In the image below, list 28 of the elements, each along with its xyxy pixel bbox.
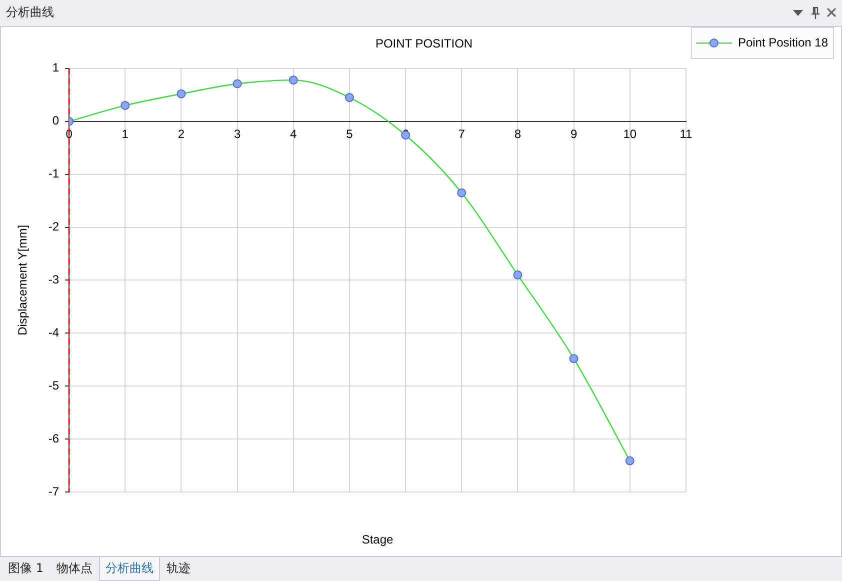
y-tick-label: -7 [48,484,60,498]
legend-label: Point Position 18 [738,35,828,50]
text: 分析曲线 [99,557,160,581]
y-tick-label: -4 [48,325,60,340]
text: 分析曲线 [6,5,54,20]
y-tick-label: -5 [48,378,60,392]
x-tick-label: 9 [570,126,578,141]
y-tick-label: -1 [48,166,60,181]
text: 物体点 [55,560,94,577]
x-tick-label: 10 [623,126,637,141]
y-tick-label: 1 [52,60,60,75]
x-tick-label: 7 [458,126,466,141]
x-tick-label: 3 [234,126,241,141]
x-axis-title: Stage [362,532,394,546]
y-tick-label: -3 [48,272,60,287]
y-tick-label: -2 [48,220,60,234]
text: 图像 1 [7,560,44,577]
y-tick-label: -6 [48,431,60,446]
x-tick-label: 5 [346,126,354,141]
x-tick-label: 8 [514,126,522,141]
y-tick-label: 0 [52,114,60,128]
x-tick-label: 4 [290,126,298,141]
chart-title: POINT POSITION [375,36,473,51]
y-axis-title: Displacement Y[mm] [16,224,30,336]
x-tick-label: 1 [122,126,129,141]
x-tick-label: 11 [680,126,692,141]
x-tick-label: 2 [178,126,185,141]
text: 轨迹 [165,560,192,577]
